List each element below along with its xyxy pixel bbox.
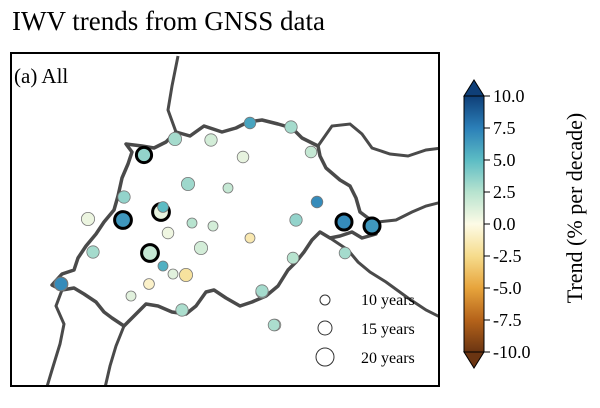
station-marker (178, 267, 193, 282)
station-marker (161, 226, 175, 240)
station-marker (255, 284, 269, 298)
legend-marker-10 (319, 294, 331, 306)
colorbar-tick-label: 0.0 (493, 214, 516, 234)
colorbar-tick-label: 7.5 (493, 118, 516, 138)
border-north-germany (166, 55, 180, 133)
station-marker (338, 246, 352, 260)
station-marker (204, 133, 218, 147)
legend-marker-15 (317, 320, 333, 336)
station-marker (117, 190, 131, 204)
station-marker (113, 210, 133, 230)
station-marker (267, 318, 281, 332)
station-marker (289, 213, 303, 227)
border-south-italy (104, 325, 126, 385)
legend-label-20: 20 years (361, 350, 415, 367)
station-marker (310, 195, 324, 209)
size-legend: 10 years 15 years 20 years (315, 292, 415, 367)
station-marker (193, 240, 208, 255)
border-austria (377, 201, 438, 224)
colorbar-tick-label: -2.5 (493, 246, 522, 266)
figure-title: IWV trends from GNSS data (12, 6, 325, 36)
colorbar-tick-label: 5.0 (493, 150, 516, 170)
station-marker (334, 212, 354, 232)
legend-label-15: 15 years (361, 321, 415, 338)
station-marker (222, 182, 234, 194)
station-marker (244, 232, 256, 244)
station-marker (243, 116, 257, 130)
border-southwest (45, 289, 66, 385)
colorbar-bottom-extension (463, 351, 485, 369)
station-marker (175, 303, 189, 317)
station-marker (134, 145, 154, 165)
legend-marker-20 (315, 347, 335, 367)
colorbar-tick-label: -10.0 (493, 342, 531, 362)
panel-label: (a) All (14, 64, 69, 88)
switzerland-border (50, 118, 380, 328)
station-marker (140, 243, 160, 263)
station-markers (53, 116, 382, 332)
station-marker (236, 150, 250, 164)
station-marker (284, 120, 298, 134)
station-marker (86, 245, 100, 259)
colorbar: 10.0 7.5 5.0 2.5 0.0 -2.5 -5.0 -7.5 -10.0 Trend … (463, 79, 587, 369)
station-marker (167, 268, 179, 280)
station-marker (143, 278, 155, 290)
station-marker (157, 260, 169, 272)
station-marker (157, 201, 169, 213)
station-marker (125, 290, 137, 302)
colorbar-tick-label: 10.0 (493, 86, 525, 106)
border-northeast (316, 122, 438, 158)
colorbar-label: Trend (% per decade) (562, 113, 587, 303)
station-marker (81, 211, 96, 226)
colorbar-tick-label: 2.5 (493, 182, 516, 202)
colorbar-top-extension (463, 79, 485, 97)
station-marker (167, 131, 182, 146)
legend-label-10: 10 years (361, 292, 415, 309)
colorbar-tick-label: -5.0 (493, 278, 522, 298)
station-marker (207, 220, 219, 232)
station-marker (286, 251, 300, 265)
map-layer (45, 55, 438, 385)
colorbar-tick-label: -7.5 (493, 310, 522, 330)
station-marker (180, 176, 195, 191)
colorbar-body (463, 95, 485, 353)
station-marker (362, 216, 382, 236)
station-marker (54, 276, 69, 291)
station-marker (304, 145, 318, 159)
station-marker (186, 217, 198, 229)
